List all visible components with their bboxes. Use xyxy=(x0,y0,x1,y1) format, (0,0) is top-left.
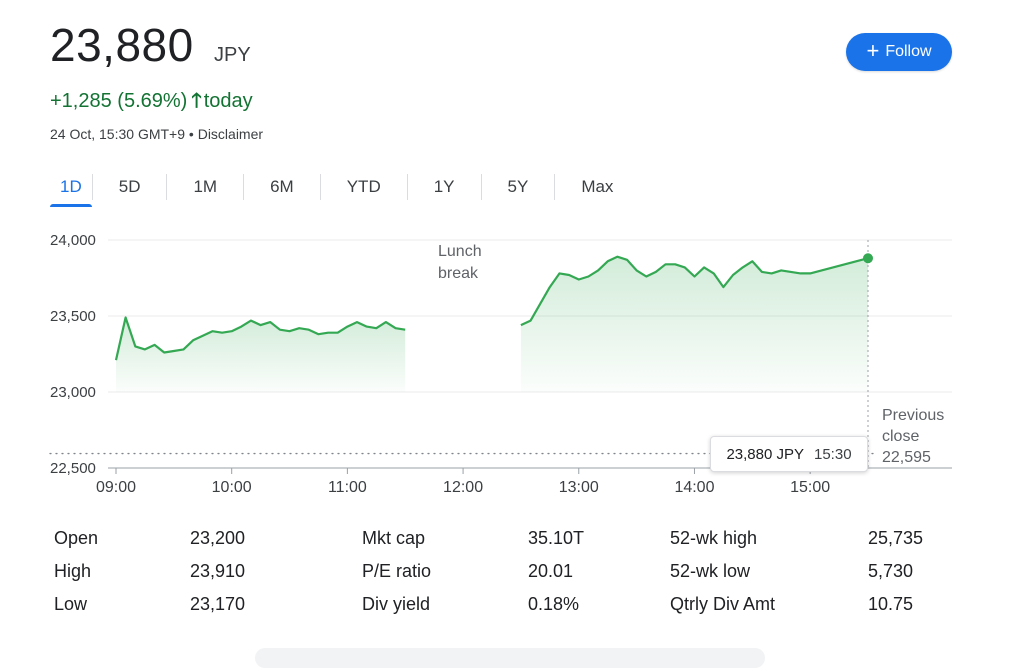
tab-6m[interactable]: 6M xyxy=(270,177,294,196)
stat-label: P/E ratio xyxy=(362,561,432,581)
change-amount: +1,285 (5.69%) xyxy=(50,90,188,112)
stat-value: 23,200 xyxy=(190,528,246,548)
plus-icon: + xyxy=(866,38,880,63)
meta-separator: • xyxy=(188,126,194,142)
previous-close-label: close xyxy=(882,428,919,445)
follow-label: Follow xyxy=(885,43,932,60)
disclaimer-link[interactable]: Disclaimer xyxy=(197,126,264,142)
x-tick-label: 11:00 xyxy=(328,479,367,496)
range-tabs: 1D 5D 1M 6M YTD 1Y 5Y Max xyxy=(50,170,639,210)
lunch-break-label: break xyxy=(438,265,479,282)
y-tick-label: 23,500 xyxy=(50,308,96,325)
y-tick-label: 24,000 xyxy=(50,232,96,249)
x-tick-label: 15:00 xyxy=(790,479,830,496)
stat-value: 35.10T xyxy=(528,528,585,548)
y-tick-label: 23,000 xyxy=(50,384,96,401)
stat-label: Low xyxy=(54,594,88,614)
tab-divider xyxy=(554,174,556,200)
series-line-afternoon xyxy=(520,255,869,327)
y-tick-label: 22,500 xyxy=(50,460,96,477)
series-line-morning xyxy=(114,316,406,361)
tab-max[interactable]: Max xyxy=(581,177,614,196)
previous-close-label: Previous xyxy=(882,407,944,424)
tab-divider xyxy=(91,174,93,200)
price-value: 23,880 xyxy=(50,19,194,71)
tooltip-value: 23,880 JPY xyxy=(726,445,804,463)
lunch-break-label: Lunch xyxy=(438,243,482,260)
tab-1d[interactable]: 1D xyxy=(50,170,92,207)
x-tick-label: 13:00 xyxy=(559,479,599,496)
x-tick-label: 12:00 xyxy=(443,479,483,496)
stat-value: 23,910 xyxy=(190,561,246,581)
area-fill-morning xyxy=(116,317,406,392)
previous-close-value: 22,595 xyxy=(882,449,931,466)
stat-label: 52-wk high xyxy=(670,528,758,548)
follow-button[interactable]: + Follow xyxy=(846,33,952,71)
x-tick-label: 10:00 xyxy=(212,479,252,496)
stat-label: Qtrly Div Amt xyxy=(670,594,776,614)
last-point-dot xyxy=(863,253,873,264)
tab-5d[interactable]: 5D xyxy=(118,177,141,196)
price-currency: JPY xyxy=(214,44,251,66)
price-change: +1,285 (5.69%) 🡑 today xyxy=(50,86,253,120)
tab-divider xyxy=(166,174,168,200)
stat-label: 52-wk low xyxy=(670,561,751,581)
tab-divider xyxy=(319,174,321,200)
stat-value: 10.75 xyxy=(868,594,914,614)
tooltip-time: 15:30 xyxy=(814,445,852,463)
tab-ytd[interactable]: YTD xyxy=(346,177,381,196)
x-tick-label: 14:00 xyxy=(674,479,714,496)
quote-meta: 24 Oct, 15:30 GMT+9 • Disclaimer xyxy=(50,126,263,142)
price-chart: 24,000 23,500 23,000 22,500 Lunch break Previo… xyxy=(49,232,952,496)
stat-label: Mkt cap xyxy=(362,528,426,548)
quote-timestamp: 24 Oct, 15:30 GMT+9 xyxy=(50,126,186,142)
stat-value: 23,170 xyxy=(190,594,246,614)
stat-value: 0.18% xyxy=(528,594,580,614)
tab-5y[interactable]: 5Y xyxy=(507,177,529,196)
x-tick-label: 09:00 xyxy=(96,479,136,496)
stat-label: Open xyxy=(54,528,99,548)
area-fill-afternoon xyxy=(520,256,868,392)
tab-1m[interactable]: 1M xyxy=(193,177,218,196)
stat-label: High xyxy=(54,561,92,581)
stat-value: 25,735 xyxy=(868,528,924,548)
change-period: today xyxy=(203,90,253,112)
tab-divider xyxy=(480,174,482,200)
more-about-bar[interactable] xyxy=(255,648,765,668)
tab-divider xyxy=(406,174,408,200)
tab-1y[interactable]: 1Y xyxy=(433,177,455,196)
price-tooltip: 23,880 JPY 15:30 xyxy=(710,436,868,472)
arrow-up-icon: 🡑 xyxy=(191,90,202,112)
tab-divider xyxy=(243,174,245,200)
stat-value: 5,730 xyxy=(868,561,914,581)
stat-label: Div yield xyxy=(362,594,431,614)
stat-value: 20.01 xyxy=(528,561,574,581)
